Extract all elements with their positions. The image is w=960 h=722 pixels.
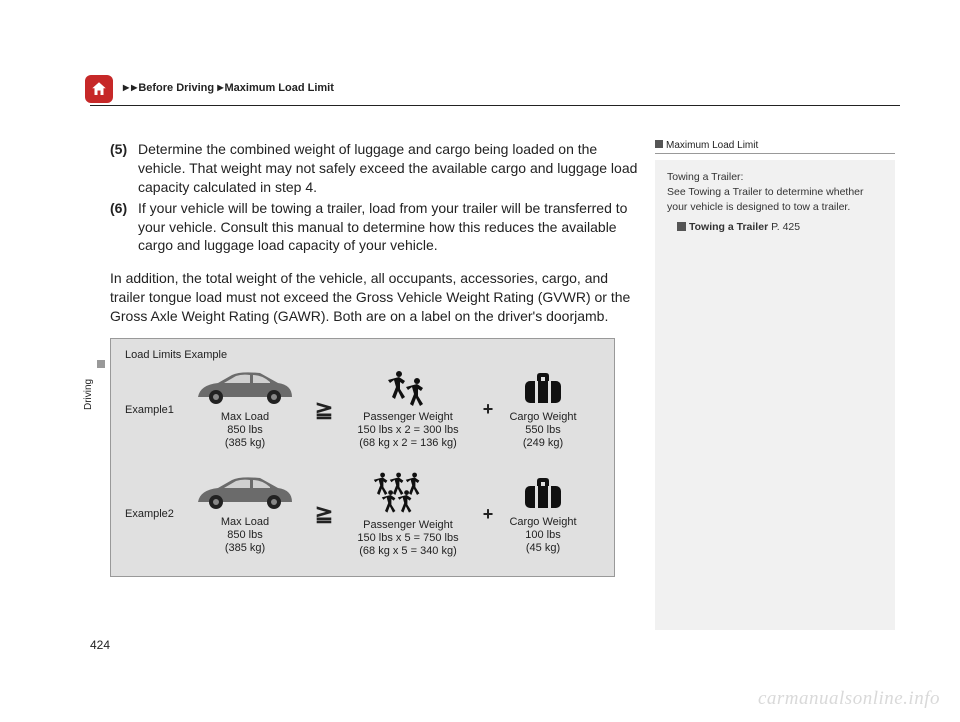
sidebar-link-page: P. 425 — [771, 221, 800, 233]
watermark: carmanualsonline.info — [758, 688, 940, 710]
page-number: 424 — [90, 638, 110, 652]
main-content: (5) Determine the combined weight of lug… — [110, 140, 640, 577]
cargo-t2: 550 lbs — [498, 424, 588, 437]
breadcrumb-part2: Maximum Load Limit — [224, 82, 333, 94]
sidebar-line1: Towing a Trailer: — [667, 170, 883, 185]
car-icon — [190, 474, 300, 512]
sidebar-link-text[interactable]: Towing a Trailer — [689, 221, 768, 233]
sidebar-header: Maximum Load Limit — [655, 140, 895, 154]
example-row-1: Example1 Max Load 850 lbs (385 kg) ≧ — [125, 369, 600, 451]
chevron-right-icon: ▶ — [123, 83, 129, 92]
step-number: (6) — [110, 199, 138, 256]
car-t2: 850 lbs — [180, 529, 310, 542]
cargo-t3: (249 kg) — [498, 437, 588, 450]
pass-t3: (68 kg x 2 = 136 kg) — [338, 437, 478, 450]
cargo-column: Cargo Weight 100 lbs (45 kg) — [498, 474, 588, 556]
sidebar-line2: See Towing a Trailer to determine whethe… — [667, 185, 883, 215]
breadcrumb: ▶▶Before Driving ▶Maximum Load Limit — [122, 82, 334, 94]
chevron-right-icon: ▶ — [131, 83, 137, 92]
load-limits-example-box: Load Limits Example Example1 Max Load 85… — [110, 338, 615, 577]
luggage-icon — [519, 474, 567, 512]
cargo-t2: 100 lbs — [498, 529, 588, 542]
car-column: Max Load 850 lbs (385 kg) — [180, 369, 310, 451]
step-text: If your vehicle will be towing a trailer… — [138, 199, 640, 256]
passengers-icon — [383, 369, 433, 407]
luggage-icon — [519, 369, 567, 407]
pass-t1: Passenger Weight — [338, 519, 478, 532]
info-icon — [655, 140, 663, 148]
cargo-column: Cargo Weight 550 lbs (249 kg) — [498, 369, 588, 451]
car-t1: Max Load — [180, 411, 310, 424]
step-6: (6) If your vehicle will be towing a tra… — [110, 199, 640, 256]
car-column: Max Load 850 lbs (385 kg) — [180, 474, 310, 556]
chevron-right-icon: ▶ — [215, 83, 223, 92]
example-label: Example2 — [125, 508, 180, 520]
step-5: (5) Determine the combined weight of lug… — [110, 140, 640, 197]
example-row-2: Example2 Max Load 850 lbs (385 kg) ≧ — [125, 471, 600, 559]
link-arrow-icon — [677, 222, 686, 231]
body-paragraph: In addition, the total weight of the veh… — [110, 269, 640, 326]
sidebar-body: Towing a Trailer: See Towing a Trailer t… — [655, 160, 895, 630]
cargo-t3: (45 kg) — [498, 542, 588, 555]
plus-sign: + — [478, 504, 498, 526]
cargo-t1: Cargo Weight — [498, 516, 588, 529]
ge-sign: ≧ — [310, 501, 338, 527]
example-label: Example1 — [125, 404, 180, 416]
divider — [90, 105, 900, 106]
car-t3: (385 kg) — [180, 437, 310, 450]
pass-t1: Passenger Weight — [338, 411, 478, 424]
passengers-icon — [373, 471, 443, 515]
pass-t2: 150 lbs x 5 = 750 lbs — [338, 532, 478, 545]
ge-sign: ≧ — [310, 397, 338, 423]
section-tab: Driving — [83, 370, 97, 418]
car-t2: 850 lbs — [180, 424, 310, 437]
pass-t2: 150 lbs x 2 = 300 lbs — [338, 424, 478, 437]
step-text: Determine the combined weight of luggage… — [138, 140, 640, 197]
breadcrumb-part1: Before Driving — [138, 82, 214, 94]
plus-sign: + — [478, 399, 498, 421]
car-t3: (385 kg) — [180, 542, 310, 555]
example-title: Load Limits Example — [125, 349, 600, 361]
car-icon — [190, 369, 300, 407]
step-number: (5) — [110, 140, 138, 197]
passenger-column: Passenger Weight 150 lbs x 5 = 750 lbs (… — [338, 471, 478, 559]
sidebar-link-line: Towing a Trailer P. 425 — [667, 220, 883, 235]
sidebar: Maximum Load Limit Towing a Trailer: See… — [655, 140, 895, 630]
home-icon[interactable] — [85, 75, 113, 103]
cargo-t1: Cargo Weight — [498, 411, 588, 424]
passenger-column: Passenger Weight 150 lbs x 2 = 300 lbs (… — [338, 369, 478, 451]
pass-t3: (68 kg x 5 = 340 kg) — [338, 545, 478, 558]
car-t1: Max Load — [180, 516, 310, 529]
manual-page: ▶▶Before Driving ▶Maximum Load Limit (5)… — [0, 0, 960, 722]
tab-marker — [97, 360, 105, 368]
sidebar-title: Maximum Load Limit — [666, 140, 758, 151]
